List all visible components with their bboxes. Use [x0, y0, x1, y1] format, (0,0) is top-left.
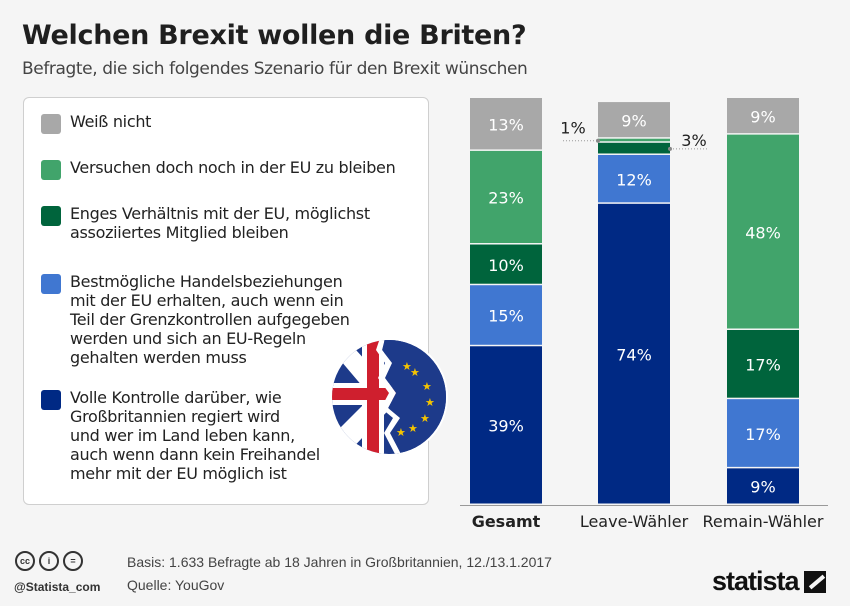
external-data-label: 1% [560, 119, 585, 138]
svg-text:★: ★ [396, 426, 406, 439]
bar-segment [598, 203, 670, 504]
legend-item: Versuchen doch noch in der EU zu bleiben [41, 158, 396, 180]
bar-segment [727, 399, 799, 467]
bar-segment [470, 98, 542, 150]
category-label: Gesamt [472, 512, 541, 531]
chart-title: Welchen Brexit wollen die Briten? [22, 20, 527, 51]
bar-segment [598, 154, 670, 203]
bar-segment [470, 285, 542, 345]
creative-commons-icon[interactable]: cc [15, 551, 35, 571]
chart-subtitle: Befragte, die sich folgendes Szenario fü… [22, 59, 528, 79]
data-label: 12% [616, 170, 652, 189]
data-label: 23% [488, 189, 524, 208]
license-icons: cc i = [15, 551, 83, 571]
legend-label: Versuchen doch noch in der EU zu bleiben [70, 158, 396, 177]
data-label: 17% [745, 425, 781, 444]
legend-item: Weiß nicht [41, 112, 151, 134]
svg-text:★: ★ [408, 422, 418, 435]
data-label: 9% [621, 111, 646, 130]
legend-swatch [41, 206, 61, 226]
bar-segment [727, 98, 799, 134]
legend-box: Weiß nicht Versuchen doch noch in der EU … [23, 97, 429, 505]
no-derivatives-icon[interactable]: = [63, 551, 83, 571]
legend-swatch [41, 160, 61, 180]
basis-note: Basis: 1.633 Befragte ab 18 Jahren in Gr… [127, 554, 552, 570]
category-label: Leave-Wähler [580, 512, 689, 531]
bar-segment [598, 138, 670, 142]
svg-text:★: ★ [420, 412, 430, 425]
leader-dot [668, 146, 672, 151]
bar-segment [470, 244, 542, 284]
data-label: 9% [750, 478, 775, 497]
data-label: 15% [488, 307, 524, 326]
legend-item: Enges Verhältnis mit der EU, möglichst as… [41, 204, 370, 242]
statista-logo[interactable]: statista [712, 566, 826, 597]
data-label: 39% [488, 417, 524, 436]
attribution-icon[interactable]: i [39, 551, 59, 571]
bar-segment [598, 102, 670, 138]
data-label: 74% [616, 345, 652, 364]
legend-swatch [41, 274, 61, 294]
statista-logo-text: statista [712, 566, 800, 596]
legend-item: Volle Kontrolle darüber, wie Großbritanni… [41, 388, 320, 483]
bar-segment [727, 468, 799, 504]
data-label: 17% [745, 356, 781, 375]
brexit-flag-icon: ★★★ ★★★★ [330, 338, 448, 456]
statista-logo-mark-icon [803, 570, 826, 593]
legend-label: Volle Kontrolle darüber, wie Großbritanni… [70, 388, 320, 483]
legend-label: Bestmögliche Handelsbeziehungen mit der E… [70, 272, 350, 367]
data-label: 9% [750, 107, 775, 126]
legend-label: Enges Verhältnis mit der EU, möglichst as… [70, 204, 370, 242]
legend-label: Weiß nicht [70, 112, 152, 131]
bar-segment [727, 134, 799, 329]
data-label: 10% [488, 256, 524, 275]
svg-text:★: ★ [402, 360, 412, 373]
svg-text:★: ★ [425, 396, 435, 409]
source-note: Quelle: YouGov [127, 577, 225, 593]
bar-segment [470, 346, 542, 504]
legend-swatch [41, 390, 61, 410]
data-label: 13% [488, 115, 524, 134]
svg-text:★: ★ [422, 380, 432, 393]
bar-segment [727, 329, 799, 398]
legend-item: Bestmögliche Handelsbeziehungen mit der E… [41, 272, 350, 367]
data-label: 48% [745, 223, 781, 242]
external-data-label: 3% [681, 131, 706, 150]
statista-handle[interactable]: @Statista_com [14, 580, 101, 594]
legend-swatch [41, 114, 61, 134]
category-label: Remain-Wähler [703, 512, 824, 531]
svg-text:★: ★ [410, 366, 420, 379]
leader-dot [596, 138, 600, 143]
bar-segment [470, 150, 542, 244]
bar-segment [598, 142, 670, 154]
